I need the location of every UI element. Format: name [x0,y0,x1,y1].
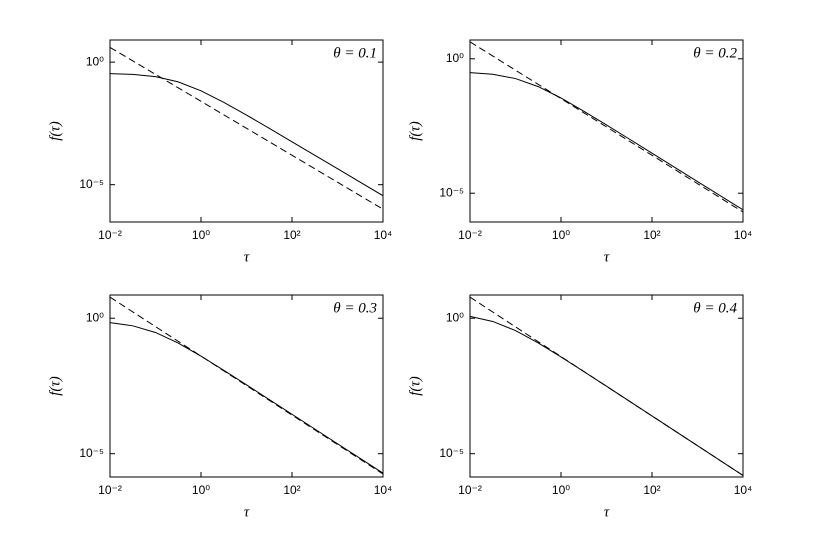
panel: 10⁻² 10⁰ 10² 10⁴ 10⁰ 10⁻⁵ θ = 0.4 τ f(τ) [407,294,753,520]
y-tick-label: 10⁻⁵ [79,446,104,460]
panel: 10⁻² 10⁰ 10² 10⁴ 10⁰ 10⁻⁵ θ = 0.2 τ f(τ) [407,39,753,265]
y-tick-label: 10⁻⁵ [439,185,464,199]
axes-frame [469,294,744,478]
series-line [470,315,743,476]
series-line [110,73,383,197]
x-axis-label: τ [244,249,250,265]
x-tick-label: 10² [643,228,660,242]
x-tick-label: 10² [283,228,300,242]
annotation: θ = 0.3 [333,300,377,316]
panel: 10⁻² 10⁰ 10² 10⁴ 10⁰ 10⁻⁵ θ = 0.3 τ f(τ) [47,294,393,520]
y-axis-label: f(τ) [47,121,63,141]
x-tick-label: 10⁻² [458,228,482,242]
series-line [110,46,383,210]
x-tick-label: 10⁻² [98,228,122,242]
x-tick-label: 10² [283,483,300,497]
x-tick-label: 10⁴ [734,483,753,497]
y-tick-label: 10⁰ [86,54,104,68]
y-axis-label: f(τ) [47,376,63,396]
x-tick-label: 10⁰ [192,483,210,497]
x-tick-label: 10⁰ [552,483,570,497]
x-tick-label: 10⁰ [552,228,570,242]
x-axis-label: τ [604,249,610,265]
y-axis-label: f(τ) [407,376,423,396]
x-tick-label: 10⁴ [374,228,393,242]
series-line [110,322,383,474]
axes-frame [109,294,384,478]
x-tick-label: 10² [643,483,660,497]
panel: 10⁻² 10⁰ 10² 10⁴ 10⁰ 10⁻⁵ θ = 0.1 τ f(τ) [47,39,393,265]
y-tick-label: 10⁰ [86,310,104,324]
x-tick-label: 10⁰ [192,228,210,242]
series-line [470,41,743,213]
series-line [470,72,743,211]
y-tick-label: 10⁰ [446,310,464,324]
y-tick-label: 10⁻⁵ [79,177,104,191]
x-axis-label: τ [244,504,250,520]
x-tick-label: 10⁻² [98,483,122,497]
axes-frame [109,39,384,223]
annotation: θ = 0.1 [333,45,377,61]
y-tick-label: 10⁰ [446,51,464,65]
annotation: θ = 0.4 [693,300,737,316]
axes-frame [469,39,744,223]
x-tick-label: 10⁴ [734,228,753,242]
x-axis-label: τ [604,504,610,520]
y-tick-label: 10⁻⁵ [439,446,464,460]
series-line [110,296,383,475]
x-tick-label: 10⁴ [374,483,393,497]
x-tick-label: 10⁻² [458,483,482,497]
annotation: θ = 0.2 [693,45,737,61]
y-axis-label: f(τ) [407,121,423,141]
